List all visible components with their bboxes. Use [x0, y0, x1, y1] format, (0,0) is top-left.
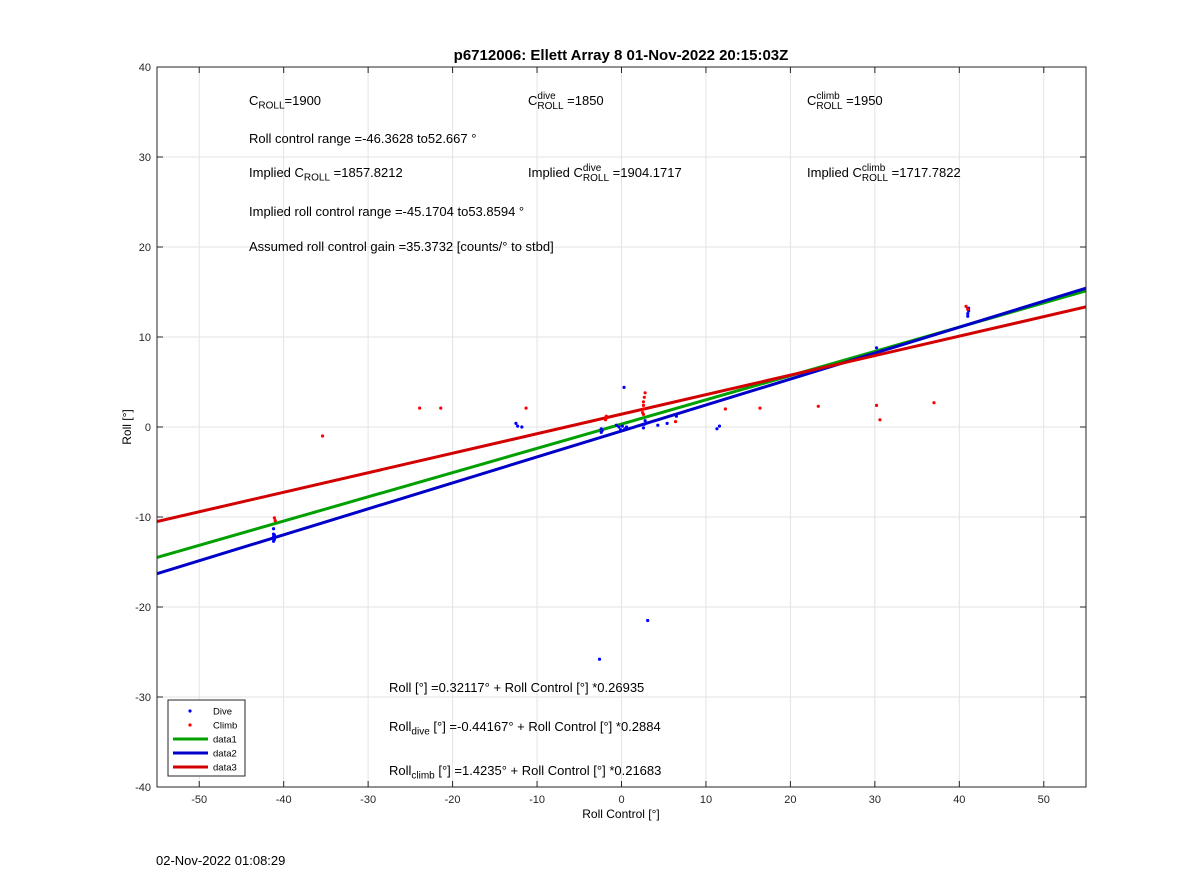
x-tick-label: -30 — [360, 794, 376, 806]
dive-point — [642, 422, 646, 426]
legend-marker-dive — [188, 709, 192, 713]
gain-annotation: Assumed roll control gain =35.3732 [coun… — [249, 239, 554, 254]
dive-point — [619, 428, 623, 432]
legend-label-data3: data3 — [213, 763, 237, 774]
dive-point — [516, 424, 520, 428]
dive-point — [514, 421, 518, 425]
dive-point — [966, 312, 970, 316]
dive-point — [600, 429, 604, 433]
x-tick-label: 10 — [700, 794, 712, 806]
x-tick-label: -50 — [191, 794, 207, 806]
climb-point — [643, 391, 647, 395]
dive-point — [620, 424, 624, 428]
legend: Dive Climb data1 data2 data3 — [167, 699, 246, 777]
y-tick-label: -20 — [135, 602, 151, 614]
x-tick-label: 50 — [1038, 794, 1050, 806]
dive-point — [665, 421, 669, 425]
climb-point — [723, 407, 727, 411]
x-tick-label: -10 — [529, 794, 545, 806]
dive-point — [656, 423, 660, 427]
climb-point — [418, 406, 422, 410]
y-tick-label: -30 — [135, 692, 151, 704]
climb-point — [320, 434, 325, 438]
dive-point — [641, 426, 646, 430]
climb-point — [966, 307, 970, 311]
y-axis-label: Roll [°] — [120, 409, 134, 444]
dive-point — [272, 533, 276, 537]
y-tick-label: -40 — [135, 782, 151, 794]
dive-point — [715, 427, 719, 431]
y-tick-label: 0 — [145, 422, 151, 434]
climb-point — [641, 400, 646, 404]
x-tick-label: -40 — [276, 794, 292, 806]
y-tick-label: -10 — [135, 512, 151, 524]
climb-point — [273, 519, 277, 523]
y-tick-label: 10 — [139, 332, 151, 344]
dive-point — [966, 314, 970, 318]
y-tick-label: 20 — [139, 242, 151, 254]
climb-point — [524, 406, 528, 410]
climb-point — [641, 412, 646, 416]
x-tick-label: 20 — [784, 794, 796, 806]
dive-point — [717, 424, 722, 428]
y-tick-label: 30 — [139, 152, 151, 164]
dive-point — [520, 425, 524, 429]
climb-point — [673, 420, 678, 424]
climb-point — [964, 304, 968, 308]
climb-point — [604, 414, 608, 418]
climb-point — [932, 401, 936, 405]
fit-all-annotation: Roll [°] =0.32117° + Roll Control [°] *0… — [389, 680, 645, 695]
climb-point — [272, 516, 276, 520]
data-points — [271, 304, 971, 661]
climb-point — [641, 407, 646, 411]
dive-point — [622, 385, 626, 389]
dive-point — [624, 425, 629, 429]
dive-point — [271, 539, 276, 543]
chart-title: p6712006: Ellett Array 8 01-Nov-2022 20:… — [454, 47, 789, 64]
implied-range-annotation: Implied roll control range =-45.1704 to5… — [249, 204, 525, 219]
dive-point — [674, 414, 678, 418]
legend-label-data2: data2 — [213, 749, 237, 760]
x-tick-label: -20 — [445, 794, 461, 806]
fit-climb-annotation: Rollclimb [°] =1.4235° + Roll Control [°… — [389, 763, 662, 782]
legend-label-data1: data1 — [213, 735, 237, 746]
climb-point — [758, 406, 762, 410]
roll-control-range-annotation: Roll control range =-46.3628 to52.667 ° — [249, 131, 477, 146]
x-axis-label: Roll Control [°] — [582, 807, 660, 821]
climb-point — [874, 403, 879, 407]
dive-point — [617, 425, 621, 429]
climb-point — [439, 406, 443, 410]
fit-dive-annotation: Rolldive [°] =-0.44167° + Roll Control [… — [389, 719, 661, 738]
legend-label-dive: Dive — [213, 707, 232, 718]
dive-point — [643, 419, 647, 423]
legend-marker-climb — [188, 723, 192, 727]
x-tick-label: 40 — [953, 794, 965, 806]
implied-c-roll-annotation: Implied CROLL =1857.8212 — [249, 165, 403, 184]
footer-timestamp: 02-Nov-2022 01:08:29 — [156, 853, 286, 868]
dive-point — [874, 346, 879, 350]
y-tick-label: 40 — [139, 62, 151, 74]
tick-labels: -50 -40 -30 -20 -10 0 10 20 30 40 50 -40 -30 -20 -10 0 1… — [135, 62, 1086, 806]
climb-point — [878, 418, 882, 422]
climb-point — [642, 395, 646, 399]
dive-point — [646, 618, 650, 623]
legend-label-climb: Climb — [213, 721, 237, 732]
dive-point — [271, 527, 276, 531]
dive-point — [614, 423, 619, 427]
x-tick-label: 0 — [618, 794, 624, 806]
x-tick-label: 30 — [869, 794, 881, 806]
dive-point — [597, 657, 602, 661]
climb-point — [816, 404, 820, 408]
fit-line-data3 — [157, 305, 1086, 523]
c-roll-annotation: CROLL=1900 — [249, 93, 322, 112]
climb-point — [641, 403, 646, 407]
